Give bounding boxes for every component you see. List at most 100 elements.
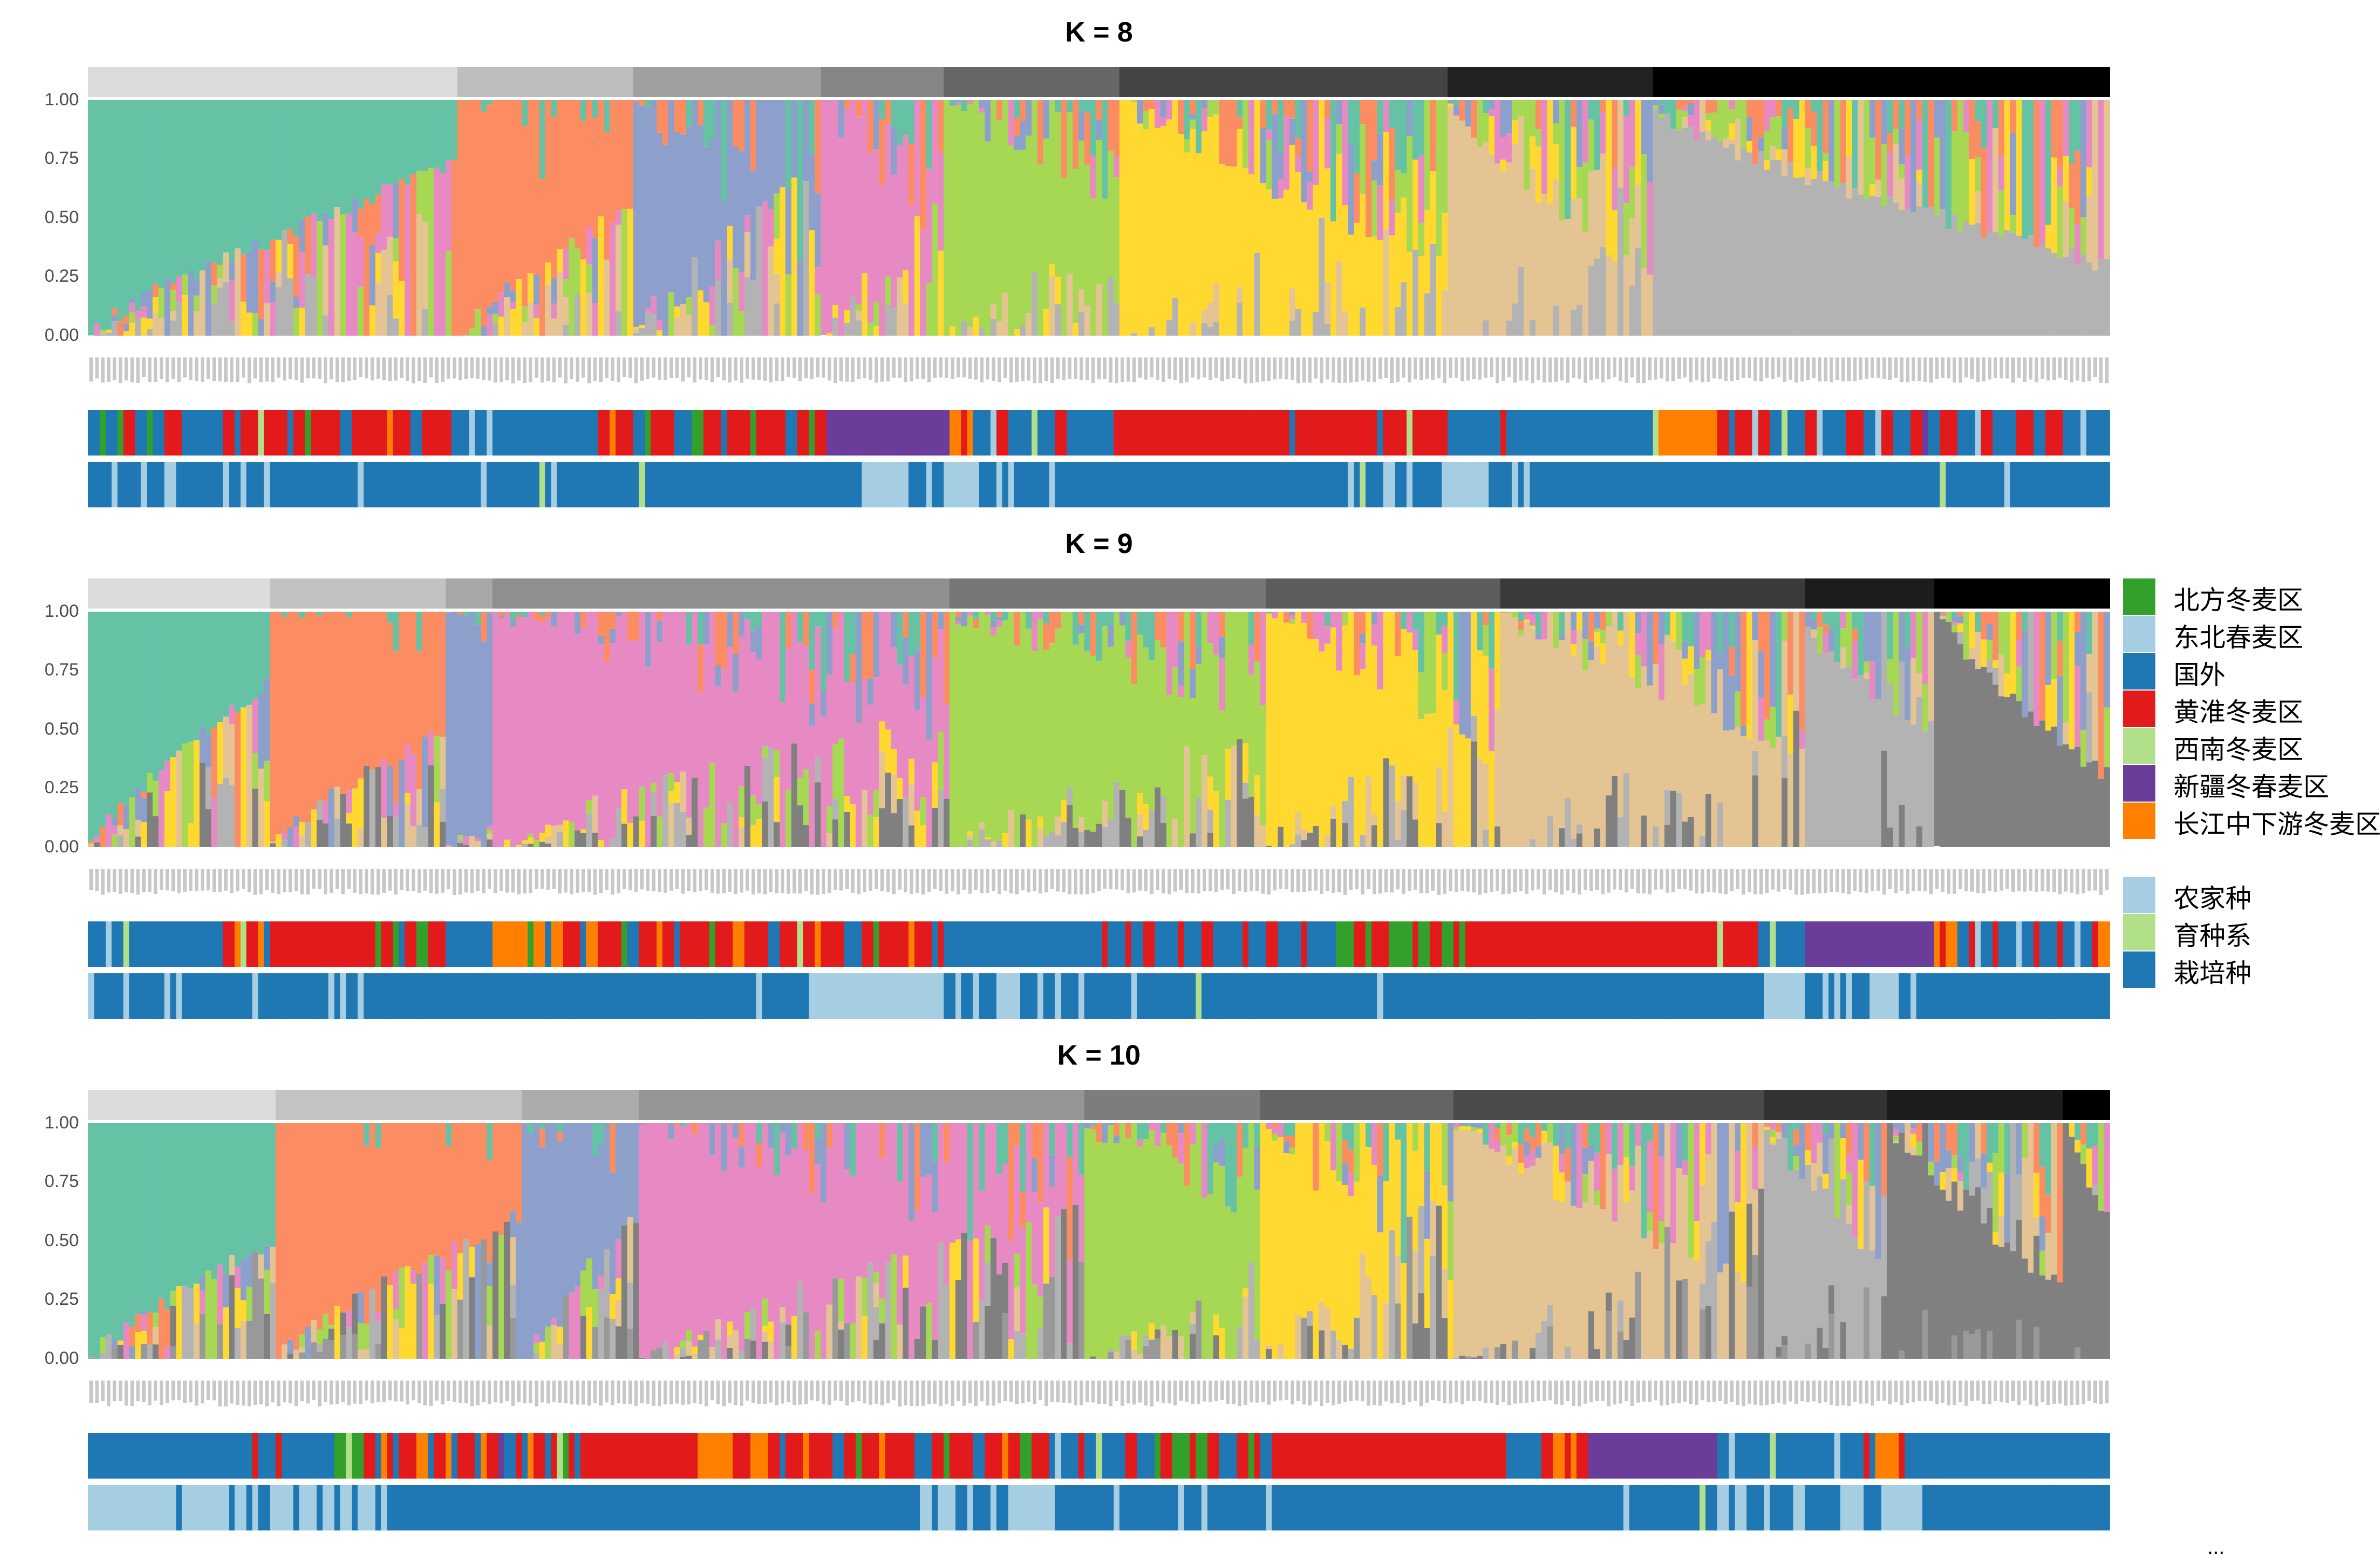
ancestry-segment [275, 834, 282, 847]
type-annotation-cell [1401, 973, 1407, 1019]
region-annotation-cell [1190, 410, 1196, 456]
region-annotation-cell [575, 921, 581, 967]
type-annotation-cell [1149, 462, 1155, 507]
type-annotation-cell [141, 973, 147, 1019]
ancestry-segment [446, 1147, 452, 1271]
sample-label-mark [1994, 869, 1997, 892]
ancestry-segment [891, 813, 897, 847]
region-annotation-cell [1582, 921, 1588, 967]
ancestry-segment [492, 1231, 499, 1359]
ancestry-segment [176, 1123, 182, 1286]
region-annotation-cell [1061, 410, 1067, 456]
type-annotation-cell [229, 973, 235, 1019]
sample-label-mark [728, 357, 731, 382]
sample-label-mark [1273, 869, 1277, 890]
ancestry-segment [305, 1327, 311, 1359]
sample-label-mark [1402, 357, 1405, 378]
ancestry-segment [200, 1123, 206, 1276]
ancestry-segment [874, 302, 880, 327]
ancestry-segment [1582, 232, 1588, 336]
ancestry-segment [1711, 113, 1718, 136]
ancestry-segment [1143, 830, 1149, 847]
ancestry-segment [510, 1318, 516, 1359]
ancestry-segment [850, 804, 856, 847]
sample-label-mark [804, 869, 808, 891]
region-annotation-cell [1026, 410, 1032, 456]
sample-label-mark [693, 869, 697, 892]
ancestry-segment [1893, 612, 1899, 716]
region-annotation-cell [915, 921, 921, 967]
type-annotation-cell [1963, 462, 1970, 507]
type-annotation-cell [1858, 462, 1864, 507]
ancestry-segment [2098, 100, 2104, 259]
ancestry-segment [393, 612, 399, 651]
ancestry-segment [1706, 114, 1712, 120]
type-annotation-cell [1383, 973, 1389, 1019]
sample-label-mark [933, 357, 937, 378]
ancestry-segment [1665, 790, 1671, 825]
region-annotation-cell [1454, 921, 1460, 967]
ancestry-segment [1524, 622, 1530, 847]
ancestry-segment [1682, 117, 1688, 128]
sample-label-mark [212, 357, 216, 381]
sample-label-mark [605, 357, 608, 378]
type-annotation-cell [715, 462, 722, 507]
sample-label-mark [2000, 357, 2003, 378]
sample-label-mark [124, 1381, 128, 1405]
ancestry-segment [1723, 730, 1729, 847]
ancestry-segment [727, 1123, 733, 1321]
sample-label-mark [558, 357, 562, 378]
ancestry-segment [1846, 666, 1852, 847]
ancestry-segment [803, 769, 809, 825]
ancestry-segment [1829, 652, 1835, 847]
sample-label-mark [1226, 357, 1230, 379]
sample-label-mark [283, 357, 286, 380]
sample-label-mark [1385, 869, 1388, 892]
sample-label-mark [1015, 869, 1019, 894]
ancestry-segment [375, 1123, 381, 1148]
type-annotation-cell [1372, 462, 1378, 507]
type-annotation-cell [299, 462, 306, 507]
ancestry-segment [1571, 310, 1577, 336]
ancestry-segment [1817, 612, 1823, 627]
ancestry-segment [1290, 288, 1296, 321]
sample-label-mark [634, 869, 638, 892]
type-annotation-cell [1424, 973, 1430, 1019]
type-annotation-cell [1313, 973, 1319, 1019]
region-annotation-cell [1055, 410, 1061, 456]
sample-label-mark [1765, 869, 1769, 893]
type-annotation-cell [1530, 973, 1536, 1019]
ancestry-segment [826, 333, 833, 336]
sample-label-mark [839, 1381, 843, 1401]
sample-label-mark [353, 869, 357, 893]
type-annotation-cell [422, 462, 428, 507]
ancestry-segment [1166, 612, 1172, 695]
type-annotation-cell [1178, 462, 1184, 507]
ancestry-segment [680, 772, 686, 812]
sample-label-mark [1244, 869, 1248, 892]
type-annotation-cell [1108, 462, 1114, 507]
ancestry-segment [147, 100, 153, 291]
sample-label-mark [1812, 357, 1816, 378]
region-annotation-cell [1184, 921, 1190, 967]
ancestry-segment [657, 642, 663, 817]
ancestry-segment [580, 121, 587, 259]
ancestry-segment [903, 303, 909, 336]
region-annotation-cell [516, 410, 522, 456]
ancestry-segment [850, 612, 856, 654]
type-annotation-cell [446, 973, 452, 1019]
type-annotation-cell [1219, 462, 1225, 507]
ancestry-segment [1295, 157, 1302, 172]
ancestry-segment [1928, 612, 1934, 721]
sample-label-mark [418, 869, 421, 893]
ancestry-segment [510, 291, 516, 302]
ancestry-segment [1647, 275, 1653, 336]
type-annotation-cell [1260, 973, 1266, 1019]
type-annotation-cell [756, 973, 763, 1019]
ancestry-segment [680, 1126, 686, 1341]
ancestry-segment [1788, 695, 1794, 754]
ancestry-segment [1887, 100, 1893, 133]
ancestry-segment [1436, 256, 1442, 336]
ancestry-segment [1946, 612, 1952, 622]
ancestry-segment [1998, 696, 2004, 847]
